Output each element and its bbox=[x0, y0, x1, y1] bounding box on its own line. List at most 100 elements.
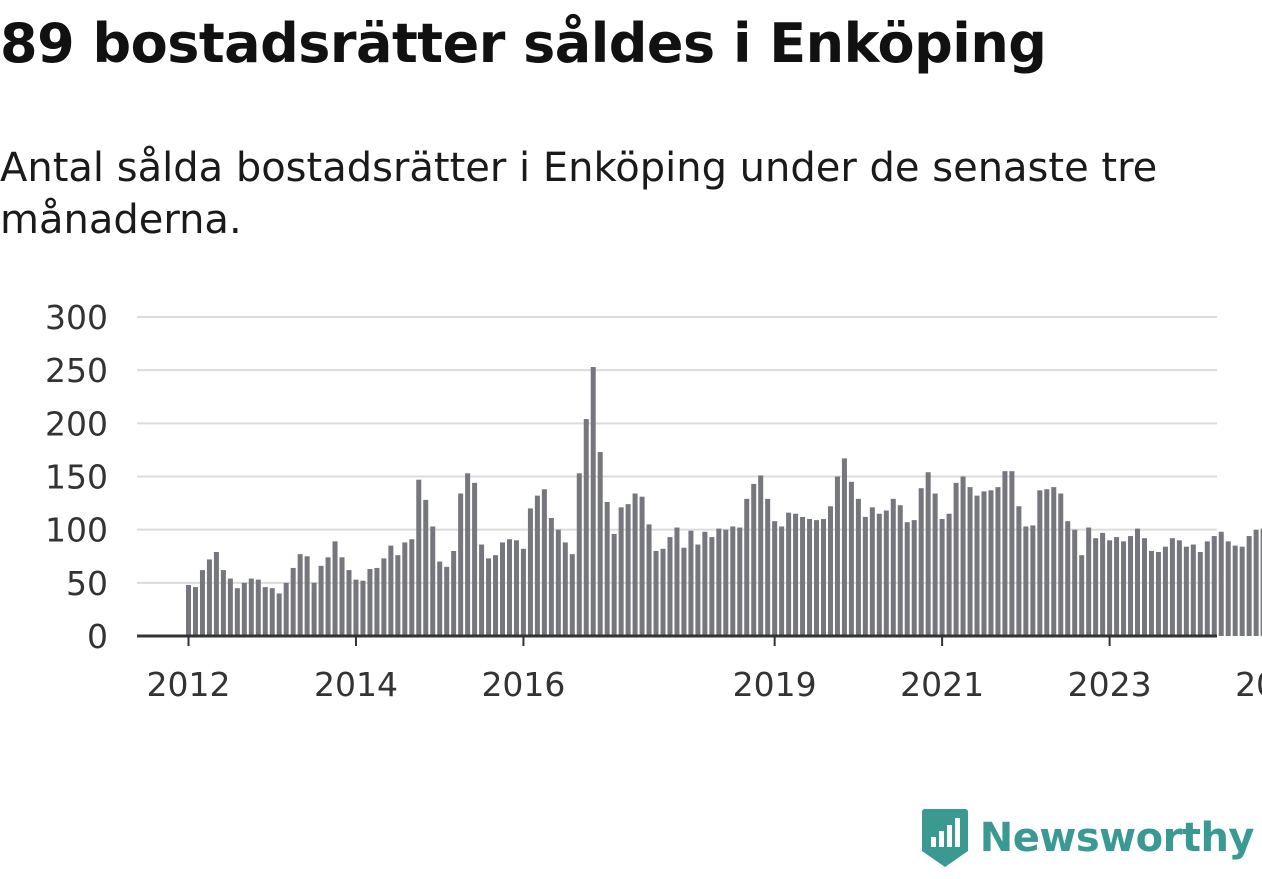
x-tick-label: 2014 bbox=[314, 665, 398, 704]
bar bbox=[1253, 529, 1259, 636]
bar bbox=[1155, 552, 1161, 636]
bar bbox=[1044, 489, 1050, 636]
bar bbox=[744, 498, 750, 636]
chart-subtitle: Antal sålda bostadsrätter i Enköping und… bbox=[0, 145, 1158, 243]
bar bbox=[1107, 540, 1113, 636]
bar bbox=[625, 504, 631, 636]
bar bbox=[1162, 546, 1168, 636]
bar bbox=[1135, 528, 1141, 636]
bar bbox=[716, 528, 722, 636]
bar bbox=[220, 570, 226, 636]
bar bbox=[513, 540, 519, 636]
bar bbox=[904, 522, 910, 636]
bar bbox=[946, 513, 952, 636]
bar bbox=[255, 579, 261, 636]
bar bbox=[199, 570, 205, 636]
bar bbox=[730, 526, 736, 636]
bar bbox=[1030, 525, 1036, 636]
bar bbox=[1058, 493, 1064, 636]
bar bbox=[981, 491, 987, 636]
bar bbox=[472, 482, 478, 636]
bar bbox=[932, 493, 938, 636]
bar bbox=[1197, 552, 1203, 636]
bar bbox=[500, 542, 506, 636]
y-tick-label: 0 bbox=[87, 617, 108, 656]
bar bbox=[1072, 529, 1078, 636]
bar bbox=[1148, 550, 1154, 636]
bar bbox=[395, 555, 401, 636]
bar bbox=[318, 565, 324, 636]
bar bbox=[723, 529, 729, 636]
y-tick-label: 50 bbox=[66, 564, 108, 603]
bar bbox=[765, 498, 771, 636]
bar bbox=[674, 527, 680, 636]
bar bbox=[632, 493, 638, 636]
bar bbox=[814, 520, 820, 636]
bar bbox=[953, 482, 959, 636]
bar bbox=[793, 513, 799, 636]
bar bbox=[890, 498, 896, 636]
bar bbox=[611, 533, 617, 636]
bar bbox=[590, 366, 596, 636]
bar bbox=[186, 584, 191, 636]
bar bbox=[527, 508, 533, 636]
bar bbox=[925, 472, 931, 636]
bar bbox=[646, 524, 652, 636]
bar bbox=[520, 548, 526, 636]
x-tick-label: 2021 bbox=[900, 665, 984, 704]
bar bbox=[1169, 538, 1175, 636]
bar bbox=[841, 458, 847, 636]
bar bbox=[409, 539, 415, 636]
y-tick-label: 250 bbox=[45, 351, 108, 390]
bar bbox=[506, 539, 512, 636]
bar bbox=[1128, 536, 1134, 636]
bar bbox=[1218, 531, 1224, 636]
bar bbox=[758, 475, 764, 636]
bar bbox=[493, 555, 499, 636]
bar bbox=[576, 473, 582, 636]
bar bbox=[653, 550, 659, 636]
bar bbox=[569, 554, 575, 636]
bar bbox=[869, 507, 875, 636]
bar bbox=[779, 526, 785, 636]
bar bbox=[465, 473, 471, 636]
bar bbox=[276, 593, 282, 636]
bar bbox=[402, 542, 408, 636]
bar bbox=[479, 544, 485, 636]
bar bbox=[939, 519, 945, 636]
bar bbox=[807, 519, 813, 636]
bar bbox=[639, 496, 645, 636]
bar bbox=[1190, 544, 1196, 636]
bar bbox=[437, 561, 443, 636]
bar bbox=[458, 493, 464, 636]
bar bbox=[206, 559, 212, 636]
y-tick-label: 300 bbox=[45, 298, 108, 337]
bar bbox=[1239, 546, 1245, 636]
bar bbox=[737, 527, 743, 636]
bar bbox=[311, 582, 317, 636]
bar bbox=[1079, 555, 1085, 636]
y-tick-label: 150 bbox=[45, 458, 108, 497]
bar bbox=[967, 487, 973, 636]
bar-chart-badge-icon bbox=[921, 809, 968, 867]
bar bbox=[1065, 521, 1071, 636]
x-tick-label: 2023 bbox=[1068, 665, 1152, 704]
bar bbox=[876, 513, 882, 636]
bar bbox=[374, 567, 380, 636]
bar bbox=[192, 587, 198, 636]
bar bbox=[346, 570, 352, 636]
bar bbox=[304, 556, 310, 636]
bar bbox=[1183, 546, 1189, 636]
bar bbox=[911, 520, 917, 636]
bar bbox=[297, 554, 303, 636]
bar bbox=[534, 495, 540, 636]
bar bbox=[423, 499, 429, 636]
bar bbox=[1204, 541, 1210, 636]
bar bbox=[562, 542, 568, 636]
bar bbox=[290, 567, 296, 636]
bar bbox=[360, 580, 366, 636]
bar bbox=[444, 566, 450, 636]
y-tick-label: 200 bbox=[45, 404, 108, 443]
x-tick-label: 2016 bbox=[481, 665, 565, 704]
bar bbox=[667, 537, 673, 636]
